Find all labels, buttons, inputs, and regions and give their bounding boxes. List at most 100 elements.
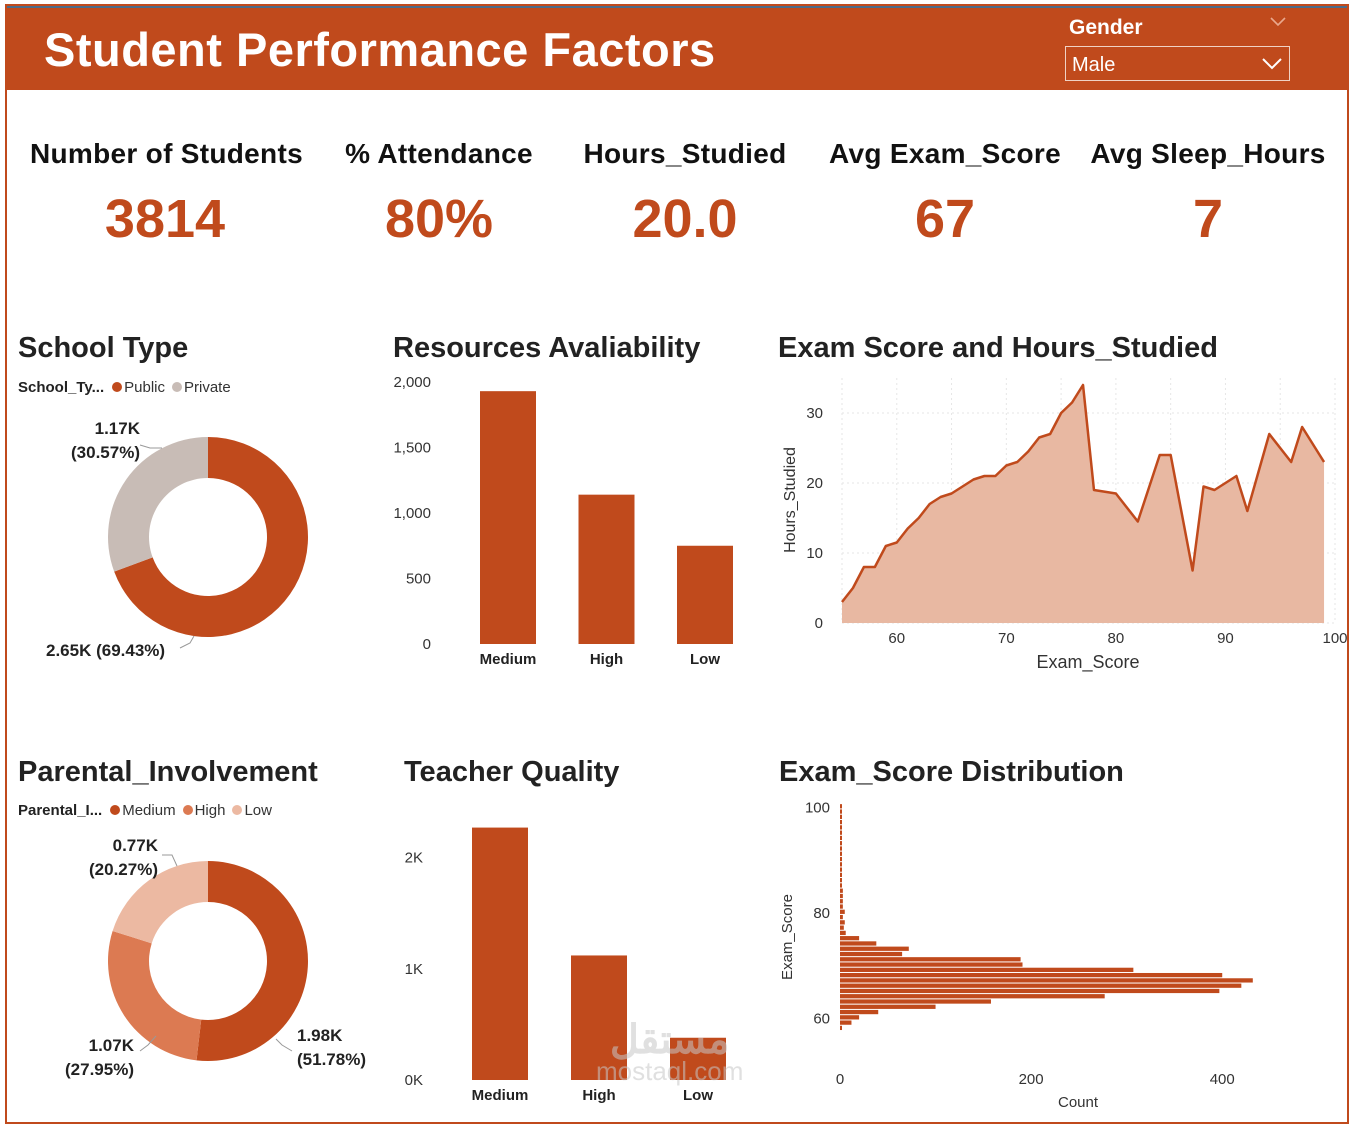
hist-bar[interactable] — [840, 920, 845, 925]
hist-bar[interactable] — [840, 830, 842, 835]
hist-bar[interactable] — [840, 1020, 852, 1025]
hist-bar[interactable] — [840, 1015, 860, 1020]
hist-bar[interactable] — [840, 893, 843, 899]
hist-bar[interactable] — [840, 867, 842, 872]
y-tick-label: 0 — [423, 636, 431, 653]
hist-bar[interactable] — [840, 936, 860, 941]
resources-bar-chart[interactable]: 0 500 1,000 1,500 2,000 Medium High Low — [380, 365, 760, 680]
hist-bar[interactable] — [840, 972, 1223, 978]
score-hours-title: Exam Score and Hours_Studied — [778, 332, 1218, 364]
y-tick-label: 10 — [806, 545, 823, 562]
hist-bar[interactable] — [840, 930, 846, 936]
kpi-label: Number of Students — [30, 138, 303, 169]
donut-slice-low[interactable] — [112, 861, 208, 944]
x-tick-label: Medium — [480, 651, 537, 668]
bar-medium[interactable] — [480, 391, 536, 644]
x-axis-label: Exam_Score — [1036, 652, 1139, 673]
y-tick-label: 0 — [815, 615, 823, 632]
kpi-label: Avg Sleep_Hours — [1090, 138, 1326, 169]
x-tick-label: High — [582, 1087, 615, 1104]
kpi-hours-studied: Hours_Studied 20.0 — [580, 138, 790, 250]
kpi-label: % Attendance — [345, 138, 533, 169]
hist-bar[interactable] — [840, 978, 1253, 983]
hist-bar[interactable] — [840, 1009, 879, 1015]
x-tick-label: Low — [683, 1087, 713, 1104]
legend-dot-public — [112, 382, 123, 392]
teacher-bar-chart[interactable]: 0K 1K 2K Medium High Low — [380, 800, 760, 1110]
hist-bar[interactable] — [840, 856, 842, 862]
x-tick-label: 90 — [1217, 630, 1234, 647]
hist-bar[interactable] — [840, 1025, 842, 1031]
hist-bar[interactable] — [840, 999, 991, 1004]
hist-bar[interactable] — [840, 957, 1021, 962]
hist-bar[interactable] — [840, 883, 842, 888]
hist-bar[interactable] — [840, 951, 903, 957]
bar-medium[interactable] — [472, 827, 528, 1080]
legend-item-medium[interactable]: Medium — [122, 802, 176, 819]
hist-bar[interactable] — [840, 914, 843, 920]
distribution-bar-chart[interactable]: 60 80 100 0 200 400 Count Exam_Score — [770, 790, 1350, 1115]
hist-bar[interactable] — [840, 835, 842, 841]
watermark: مستقل mostaql.com — [596, 1020, 743, 1084]
legend-item-public[interactable]: Public — [124, 379, 165, 396]
hist-bar[interactable] — [840, 946, 909, 951]
hist-bar[interactable] — [840, 962, 1023, 967]
hist-bar[interactable] — [840, 904, 843, 909]
hist-bar[interactable] — [840, 825, 842, 830]
hist-bar[interactable] — [840, 941, 877, 946]
hist-bar[interactable] — [840, 814, 842, 819]
kpi-value: 3814 — [104, 189, 226, 249]
hist-bar[interactable] — [840, 967, 1134, 972]
score-hours-area-chart[interactable]: 0 10 20 30 60 70 80 90 100 Exam_Score Hours_Studie… — [770, 370, 1350, 680]
legend-dot-high — [182, 805, 193, 815]
school-type-donut[interactable]: 2.65K (69.43%) 1.17K (30.57%) — [0, 400, 370, 680]
hist-bar[interactable] — [840, 988, 1220, 994]
hist-bar[interactable] — [840, 819, 842, 825]
y-tick-label: 2K — [405, 850, 423, 867]
legend-item-private[interactable]: Private — [184, 379, 231, 396]
hist-bar[interactable] — [840, 851, 842, 856]
donut-slice-medium[interactable] — [196, 861, 309, 1061]
parental-donut[interactable]: 1.98K (51.78%) 1.07K (27.95%) 0.77K (20.27%) — [0, 825, 380, 1095]
hist-bar[interactable] — [840, 809, 842, 814]
chevron-down-icon[interactable] — [1269, 12, 1287, 30]
hist-bar[interactable] — [840, 878, 842, 883]
bar-high[interactable] — [578, 494, 635, 644]
data-label: (30.57%) — [71, 443, 140, 462]
donut-slice-private[interactable] — [108, 437, 208, 572]
legend-item-low[interactable]: Low — [244, 802, 272, 819]
bar-high[interactable] — [571, 955, 627, 1080]
hist-bar[interactable] — [840, 899, 843, 904]
hist-bar[interactable] — [840, 872, 842, 878]
hist-bar[interactable] — [840, 994, 1105, 999]
parental-legend: Parental_I... Medium High Low — [18, 802, 272, 819]
donut-slice-public[interactable] — [114, 437, 308, 637]
hist-bar[interactable] — [840, 925, 844, 930]
hist-bar[interactable] — [840, 841, 842, 846]
bar-low[interactable] — [670, 1037, 726, 1080]
kpi-value: 7 — [1192, 189, 1224, 249]
data-label: (51.78%) — [297, 1050, 366, 1069]
donut-slice-high[interactable] — [107, 931, 202, 1061]
hist-bar[interactable] — [840, 888, 843, 893]
y-axis-label: Exam_Score — [779, 894, 796, 980]
x-tick-label: 200 — [1019, 1071, 1044, 1088]
hist-bar[interactable] — [840, 909, 845, 914]
hist-bar[interactable] — [840, 846, 842, 851]
data-label: 2.65K (69.43%) — [46, 641, 165, 660]
hist-bar[interactable] — [840, 862, 842, 867]
bar-low[interactable] — [677, 545, 733, 644]
watermark-logo-text: مستقل — [609, 1018, 730, 1062]
hist-bar[interactable] — [840, 983, 1242, 988]
gender-dropdown[interactable]: Male — [1065, 46, 1290, 81]
legend-dot-low — [232, 805, 243, 815]
kpi-attendance: % Attendance 80% — [330, 138, 548, 250]
legend-item-high[interactable]: High — [194, 802, 226, 819]
hist-bar[interactable] — [840, 1004, 936, 1009]
label-leader-line — [162, 854, 178, 867]
distribution-title: Exam_Score Distribution — [779, 756, 1124, 788]
x-tick-label: Medium — [472, 1087, 529, 1104]
hist-bar[interactable] — [840, 804, 842, 809]
data-label: (20.27%) — [89, 860, 158, 879]
x-tick-label: 0 — [836, 1071, 844, 1088]
